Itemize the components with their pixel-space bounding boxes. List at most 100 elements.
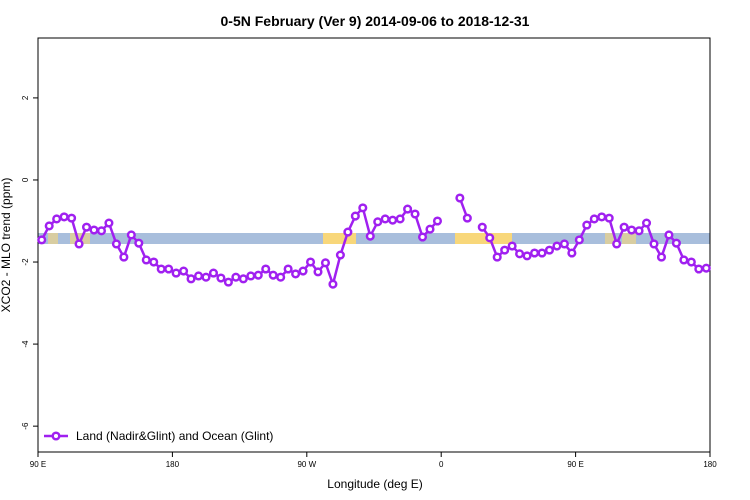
y-tick-label: -2 <box>21 258 30 266</box>
point <box>567 248 577 258</box>
point <box>694 264 704 274</box>
point <box>574 235 584 245</box>
point <box>171 268 181 278</box>
x-tick-label: 180 <box>166 460 180 469</box>
point <box>223 277 233 287</box>
y-tick-label: 0 <box>21 177 30 182</box>
point <box>403 204 413 214</box>
point <box>119 252 129 262</box>
x-tick-label: 90 W <box>297 460 316 469</box>
point <box>365 231 375 241</box>
point <box>559 239 569 249</box>
point <box>74 239 84 249</box>
legend-label: Land (Nadir&Glint) and Ocean (Glint) <box>76 429 273 443</box>
point <box>201 272 211 282</box>
point <box>417 232 428 242</box>
point <box>358 203 368 213</box>
legend-marker <box>51 431 61 441</box>
point <box>350 211 360 221</box>
point <box>537 248 547 258</box>
point <box>664 230 674 240</box>
point <box>37 235 47 245</box>
point <box>701 263 711 273</box>
land-band <box>455 233 512 244</box>
point <box>141 255 151 265</box>
x-tick-label: 90 E <box>30 460 46 469</box>
point <box>89 225 99 235</box>
x-tick-label: 0 <box>439 460 444 469</box>
point <box>208 268 219 278</box>
point <box>44 221 54 231</box>
point <box>52 214 62 224</box>
y-tick-label: -4 <box>21 340 30 348</box>
point <box>111 239 121 249</box>
legend: Land (Nadir&Glint) and Ocean (Glint) <box>44 429 273 443</box>
land-band <box>48 233 58 244</box>
point <box>395 214 405 224</box>
point <box>373 217 383 227</box>
point <box>238 274 248 284</box>
point <box>477 222 487 232</box>
point <box>81 222 92 232</box>
point <box>544 245 555 255</box>
point <box>186 274 196 284</box>
point <box>455 193 465 203</box>
point <box>462 213 472 223</box>
point <box>328 279 338 289</box>
point <box>305 257 316 267</box>
point <box>529 248 540 258</box>
x-tick-label: 90 E <box>567 460 583 469</box>
point <box>231 272 241 282</box>
point <box>597 212 607 222</box>
point <box>126 230 136 240</box>
point <box>627 225 637 235</box>
point <box>612 239 622 249</box>
point <box>216 273 226 283</box>
point <box>619 222 629 232</box>
point <box>67 213 77 223</box>
point <box>582 220 592 230</box>
point <box>276 272 286 282</box>
point <box>313 267 323 277</box>
point <box>649 239 659 249</box>
point <box>507 241 517 251</box>
land-band <box>323 233 356 244</box>
point <box>604 213 614 223</box>
point <box>320 258 331 268</box>
point <box>193 271 204 281</box>
point <box>656 252 667 262</box>
point <box>380 214 390 224</box>
point <box>425 224 435 234</box>
point <box>432 216 443 226</box>
point <box>634 226 644 236</box>
point <box>291 269 301 279</box>
point <box>388 215 398 225</box>
point <box>492 252 502 262</box>
point <box>149 257 159 267</box>
point <box>410 209 420 219</box>
y-tick-label: -6 <box>21 422 30 430</box>
land-band <box>605 233 615 244</box>
point <box>156 264 166 274</box>
land-band <box>622 233 636 244</box>
y-axis-label: XCO2 - MLO trend (ppm) <box>0 178 13 313</box>
point <box>522 251 532 261</box>
point <box>335 250 345 260</box>
point <box>485 233 495 243</box>
point <box>246 271 256 281</box>
plot-frame <box>37 37 711 453</box>
point <box>104 218 114 228</box>
land-band <box>70 233 90 244</box>
point <box>500 245 510 255</box>
point <box>686 257 696 267</box>
point <box>343 227 353 237</box>
point <box>283 264 293 274</box>
point <box>552 241 562 251</box>
point <box>179 266 189 276</box>
point <box>679 255 689 265</box>
point <box>134 238 144 248</box>
point <box>59 212 69 222</box>
x-axis-label: Longitude (deg E) <box>327 477 422 491</box>
